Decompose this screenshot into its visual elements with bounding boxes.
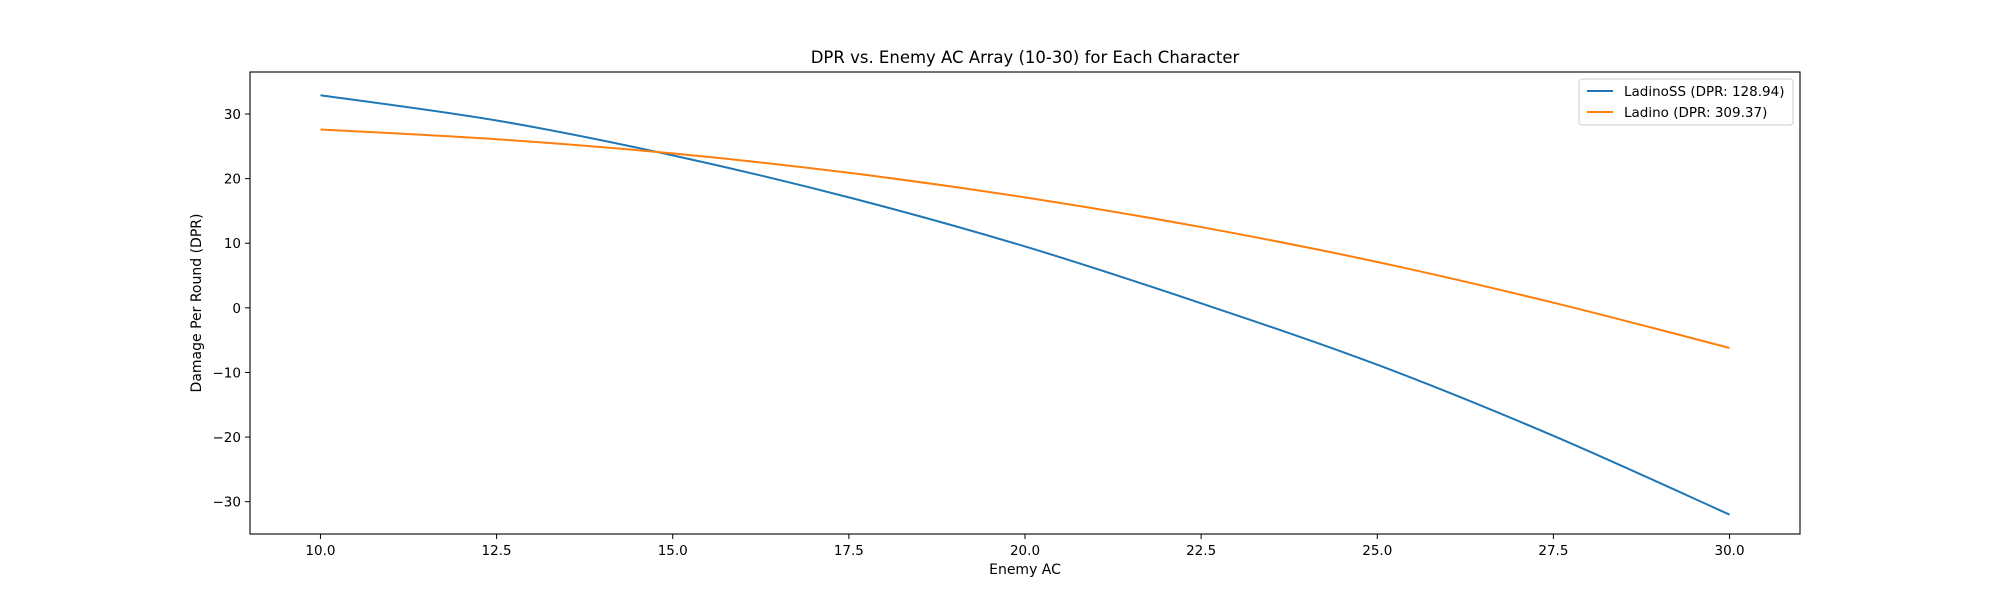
series-line-0 bbox=[320, 94, 1730, 516]
y-axis: 30 20 10 0 −10 −20 −30 bbox=[213, 107, 250, 511]
y-tick-label: −10 bbox=[213, 365, 242, 381]
legend: LadinoSS (DPR: 128.94) Ladino (DPR: 309.… bbox=[1578, 78, 1794, 126]
legend-frame bbox=[1578, 78, 1794, 126]
x-tick-label: 22.5 bbox=[1186, 543, 1216, 559]
x-axis-label: Enemy AC bbox=[989, 562, 1061, 578]
series-layer bbox=[320, 94, 1730, 516]
legend-label-ladinoss: LadinoSS (DPR: 128.94) bbox=[1624, 84, 1784, 100]
plot-frame bbox=[249, 71, 1801, 535]
x-tick-label: 30.0 bbox=[1715, 543, 1745, 559]
x-tick-label: 17.5 bbox=[834, 543, 864, 559]
y-axis-label: Damage Per Round (DPR) bbox=[189, 214, 205, 393]
x-tick-label: 10.0 bbox=[305, 543, 335, 559]
x-tick-label: 20.0 bbox=[1010, 543, 1040, 559]
y-tick-label: −30 bbox=[213, 495, 242, 511]
y-tick-label: 10 bbox=[224, 236, 241, 252]
y-tick-label: −20 bbox=[213, 430, 242, 446]
chart-title: DPR vs. Enemy AC Array (10-30) for Each … bbox=[811, 48, 1240, 67]
y-tick-label: 0 bbox=[232, 301, 241, 317]
x-tick-label: 25.0 bbox=[1362, 543, 1392, 559]
x-axis: 10.0 12.5 15.0 17.5 20.0 22.5 25.0 27.5 30.0 bbox=[305, 534, 1745, 559]
x-tick-label: 15.0 bbox=[658, 543, 688, 559]
y-tick-label: 30 bbox=[224, 107, 241, 123]
series-line-1 bbox=[320, 128, 1730, 349]
y-tick-label: 20 bbox=[224, 172, 241, 188]
x-tick-label: 27.5 bbox=[1538, 543, 1568, 559]
legend-label-ladino: Ladino (DPR: 309.37) bbox=[1624, 105, 1767, 121]
x-tick-label: 12.5 bbox=[482, 543, 512, 559]
